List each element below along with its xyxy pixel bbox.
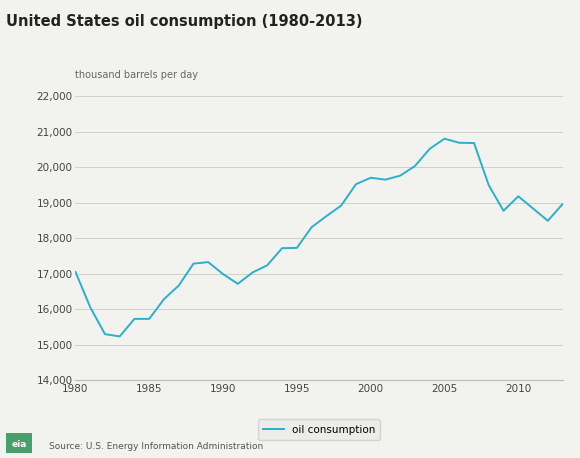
Text: thousand barrels per day: thousand barrels per day: [75, 70, 198, 80]
Legend: oil consumption: oil consumption: [258, 420, 380, 440]
Text: United States oil consumption (1980-2013): United States oil consumption (1980-2013…: [6, 14, 362, 29]
Text: eia: eia: [11, 440, 27, 449]
Text: Source: U.S. Energy Information Administration: Source: U.S. Energy Information Administ…: [49, 442, 263, 451]
